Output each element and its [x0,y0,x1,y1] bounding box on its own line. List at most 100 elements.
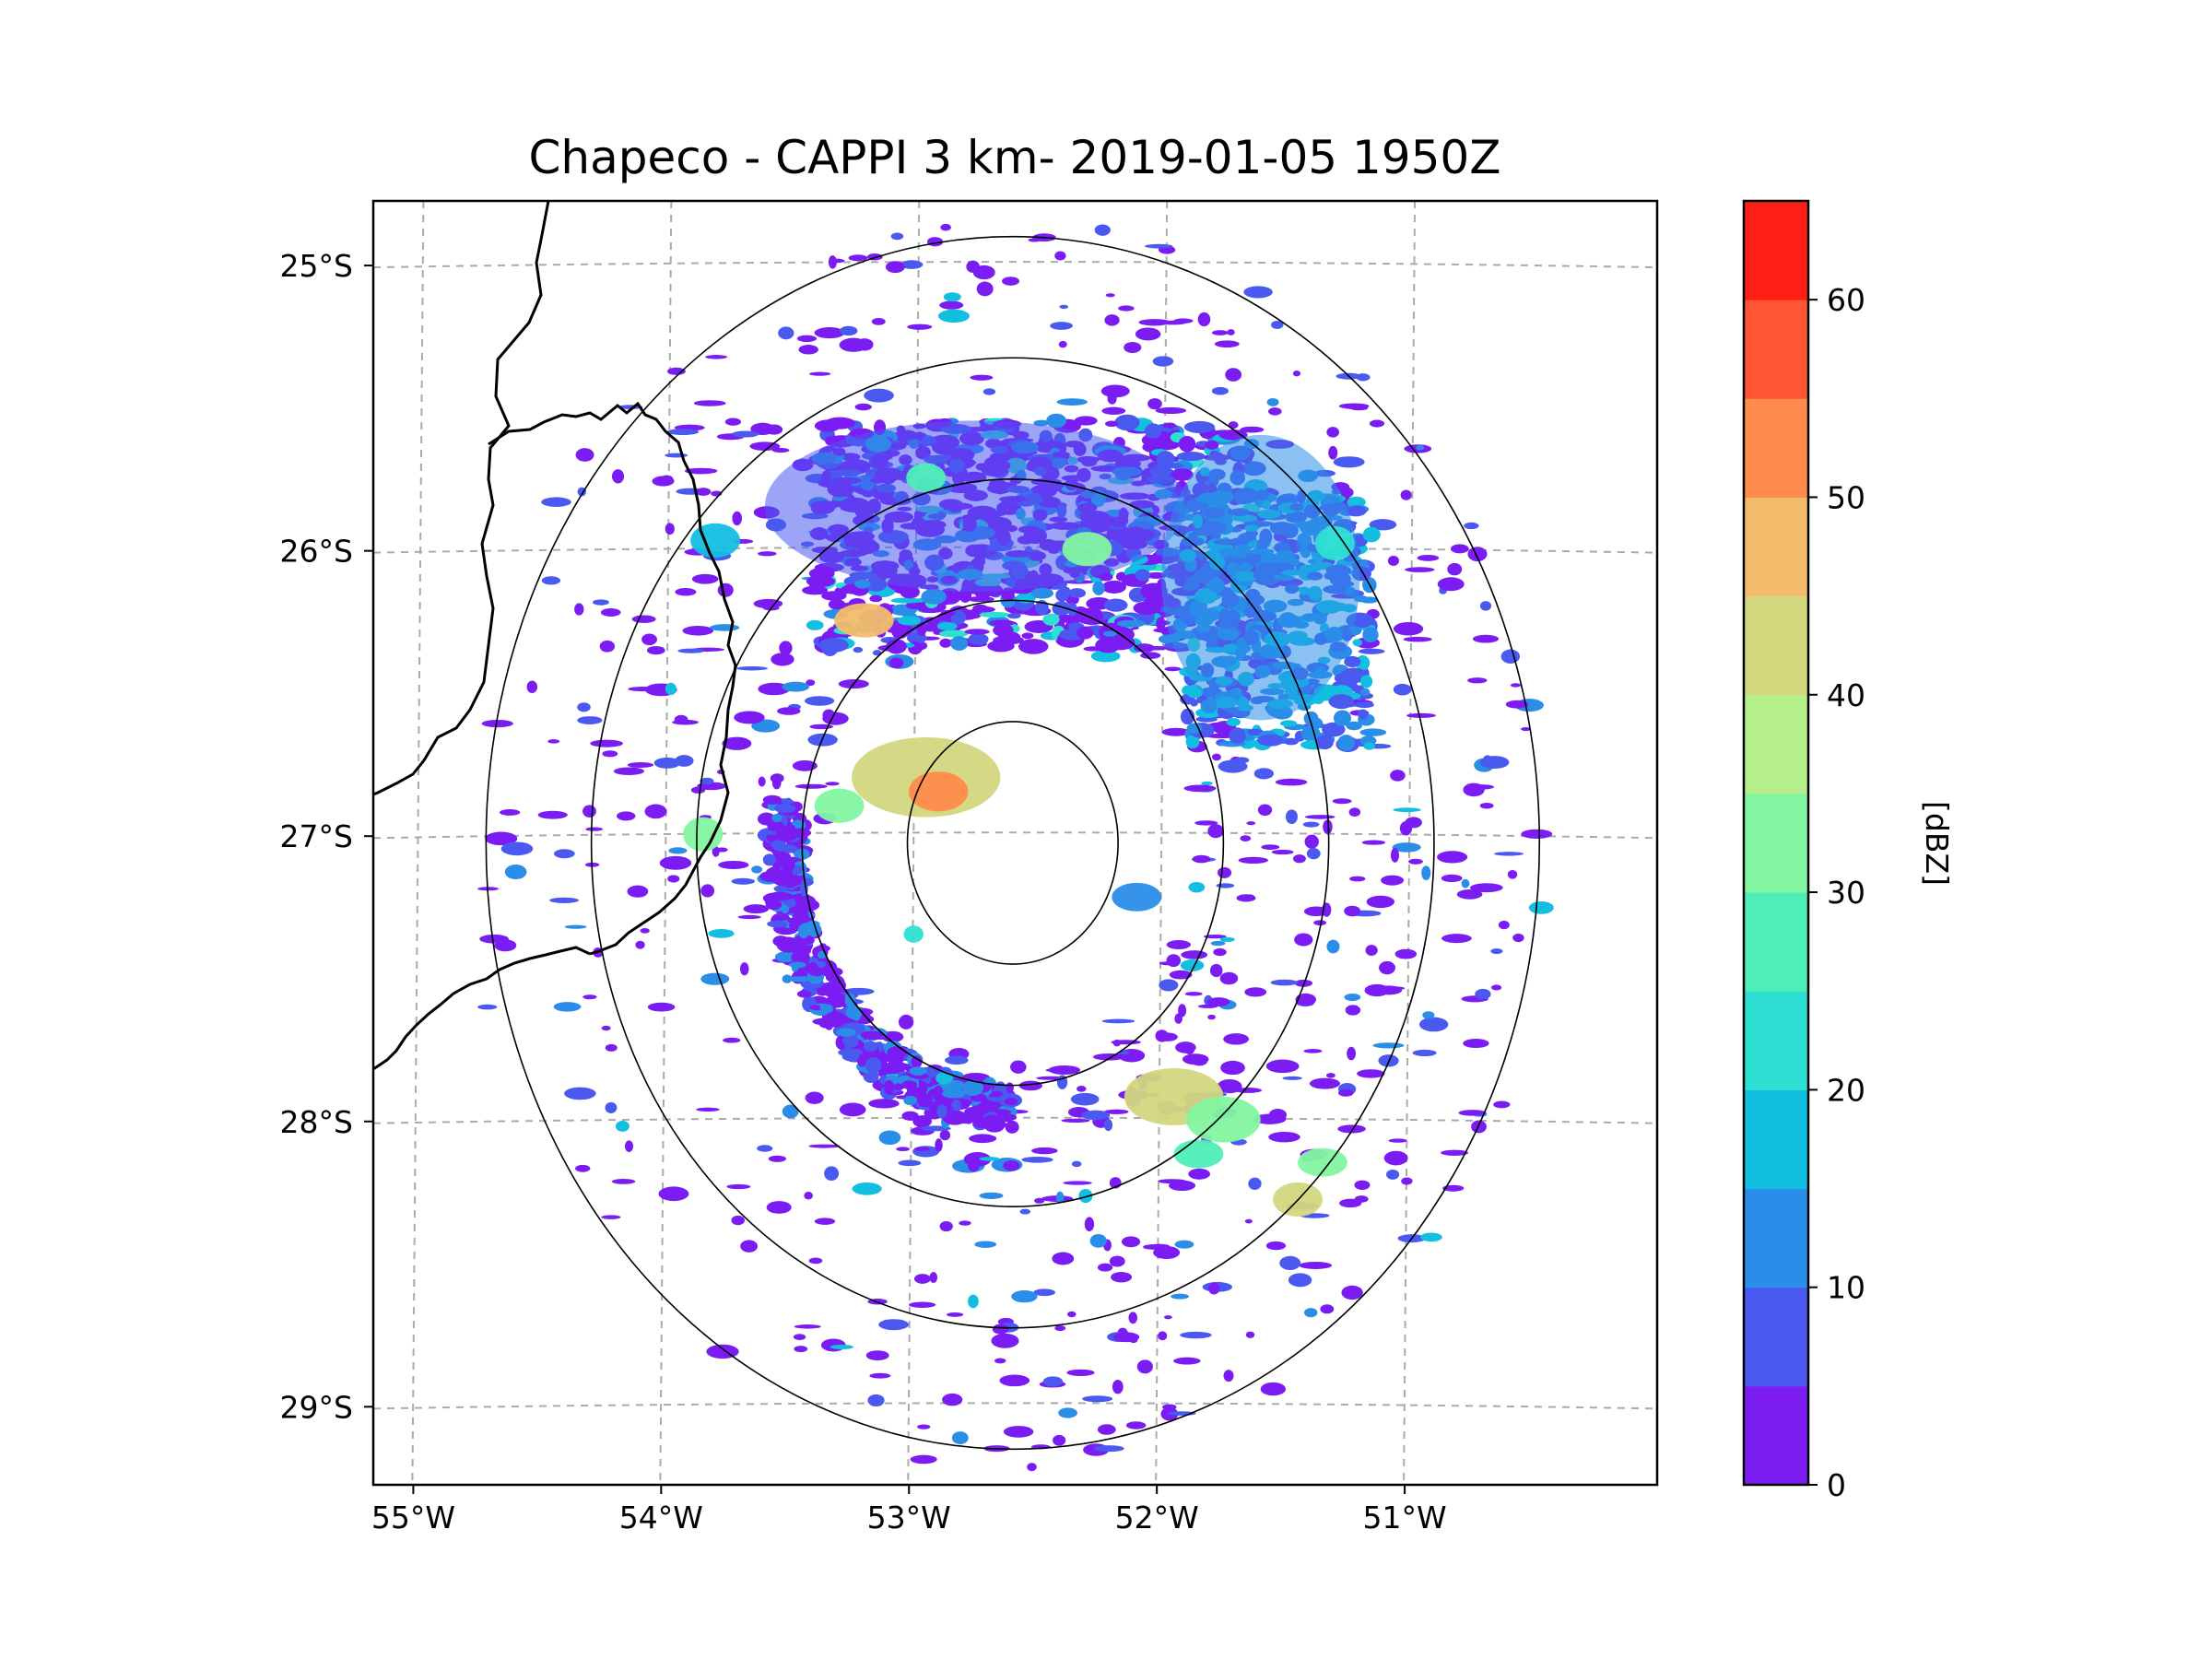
echo-speckle-dot [1364,983,1390,997]
chart-title: Chapeco - CAPPI 3 km- 2019-01-05 1950Z [529,131,1501,184]
echo-speckle-dot [541,497,571,507]
echo-speckle-dot [853,646,864,653]
echo-speckle-dot [804,696,835,706]
echo-speckle-dot [771,653,794,666]
echo-speckle-dot [1056,398,1088,406]
echo-speckle-dot [1463,1039,1489,1049]
echo-speckle-dot [1416,444,1425,451]
echo-speckle-dot [819,1004,833,1010]
echo-speckle-dot [646,645,665,655]
echo-speckle-dot [939,300,964,310]
echo-speckle-dot [991,1333,1019,1348]
echo-speckle-dot [1093,1445,1124,1453]
echo-speckle-dot [1097,1263,1113,1272]
y-axis-ticks: 25°S 26°S 27°S 28°S 29°S [280,248,373,1425]
echo-speckle-dot [1521,829,1553,840]
echo-speckle-dot [896,1147,911,1152]
echo-speckle-dot [1352,639,1363,647]
echo-speckle-dot [677,648,705,653]
echo-speckle-dot [1119,1051,1130,1055]
echo-speckle-dot [1345,1005,1361,1016]
echo-speckle-dot [647,1002,676,1012]
x-tick-label: 53°W [867,1500,951,1535]
echo-speckle-dot [667,367,686,375]
echo-speckle-dot [600,608,621,617]
echo-speckle-dot [1077,1085,1087,1092]
echo-speckle-dot [667,875,680,883]
echo-speckle-dot [1136,1359,1153,1374]
echo-speckle-dot [1253,1113,1287,1124]
echo-speckle-dot [1295,993,1316,1006]
echo-speckle-dot [1417,555,1440,561]
echo-speckle-dot [877,644,900,652]
echo-speckle-dot [739,962,749,976]
echo-speckle-dot [910,1454,937,1465]
echo-speckle-dot [751,865,763,874]
echo-speckle-dot [864,388,894,403]
echo-speckle-dot [1302,821,1320,828]
echo-speckle-dot [1268,407,1282,416]
echo-speckle-dot [979,1157,1000,1161]
echo-speckle-dot [1166,940,1191,949]
echo-speckle-dot [777,707,801,715]
echo-speckle-dot [757,1145,773,1152]
echo-speckle-dot [1052,1252,1075,1265]
echo-speckle-dot [898,1159,922,1167]
echo-speckle-dot [909,1066,927,1076]
echo-speckle-dot [1360,688,1371,697]
echo-speckle-dot [640,927,650,934]
echo-speckle-dot [1320,1304,1335,1314]
echo-speckle-dot [959,1220,971,1226]
echo-speckle-dot [807,962,818,976]
echo-speckle-dot [1354,701,1374,709]
echo-speckle-dot [1033,1288,1056,1297]
echo-speckle-dot [481,719,513,728]
echo-speckle-dot [1156,1032,1178,1041]
echo-speckle-dot [1211,330,1229,335]
echo-speckle-dot [644,804,667,819]
parallel-gridline [373,261,1657,269]
echo-speckle-dot [1089,1233,1107,1248]
echo-speckle-dot [1369,419,1385,428]
echo-speckle-dot [1303,711,1319,726]
echo-speckle-dot [1253,768,1274,780]
echo-speckle-dot [627,885,649,898]
echo-speckle-dot [1500,649,1521,664]
echo-speckle-dot [1244,1218,1253,1224]
range-ring [696,478,1330,1207]
echo-speckle-dot [1285,809,1298,825]
echo-speckle-dot [1144,243,1173,249]
echo-cell [903,925,924,943]
echo-speckle-dot [758,682,790,696]
echo-speckle-dot [1223,1370,1234,1382]
echo-speckle-dot [1447,562,1463,576]
echo-speckle-dot [1467,677,1488,684]
echo-speckle-dot [590,739,624,747]
echo-speckle-dot [1181,950,1208,959]
echo-speckle-dot [1176,452,1206,462]
border-rs-sc [373,946,591,1071]
echo-speckle-dot [1361,840,1386,845]
echo-cell [906,463,947,492]
echo-speckle-dot [1294,933,1313,947]
echo-speckle-dot [1197,1004,1218,1008]
echo-speckle-dot [564,1087,596,1100]
echo-cell [1186,1097,1261,1143]
echo-speckle-dot [613,767,644,775]
echo-speckle-dot [1354,1180,1371,1190]
echo-speckle-dot [972,604,989,612]
colorbar-ticks: 0 10 20 30 40 50 60 [1808,282,1865,1503]
echo-speckle-dot [999,1374,1030,1387]
echo-speckle-dot [1240,835,1252,841]
echo-speckle-dot [1174,1240,1194,1249]
echo-speckle-dot [1180,1331,1212,1339]
echo-cell [764,420,1187,593]
echo-speckle-dot [808,577,826,592]
echo-speckle-dot [1226,717,1241,727]
echo-speckle-dot [1214,340,1240,348]
echo-speckle-dot [1067,602,1077,617]
echo-speckle-dot [968,632,989,645]
echo-speckle-dot [1021,632,1034,640]
echo-speckle-dot [1188,1168,1210,1180]
echo-speckle-dot [1418,1017,1449,1032]
